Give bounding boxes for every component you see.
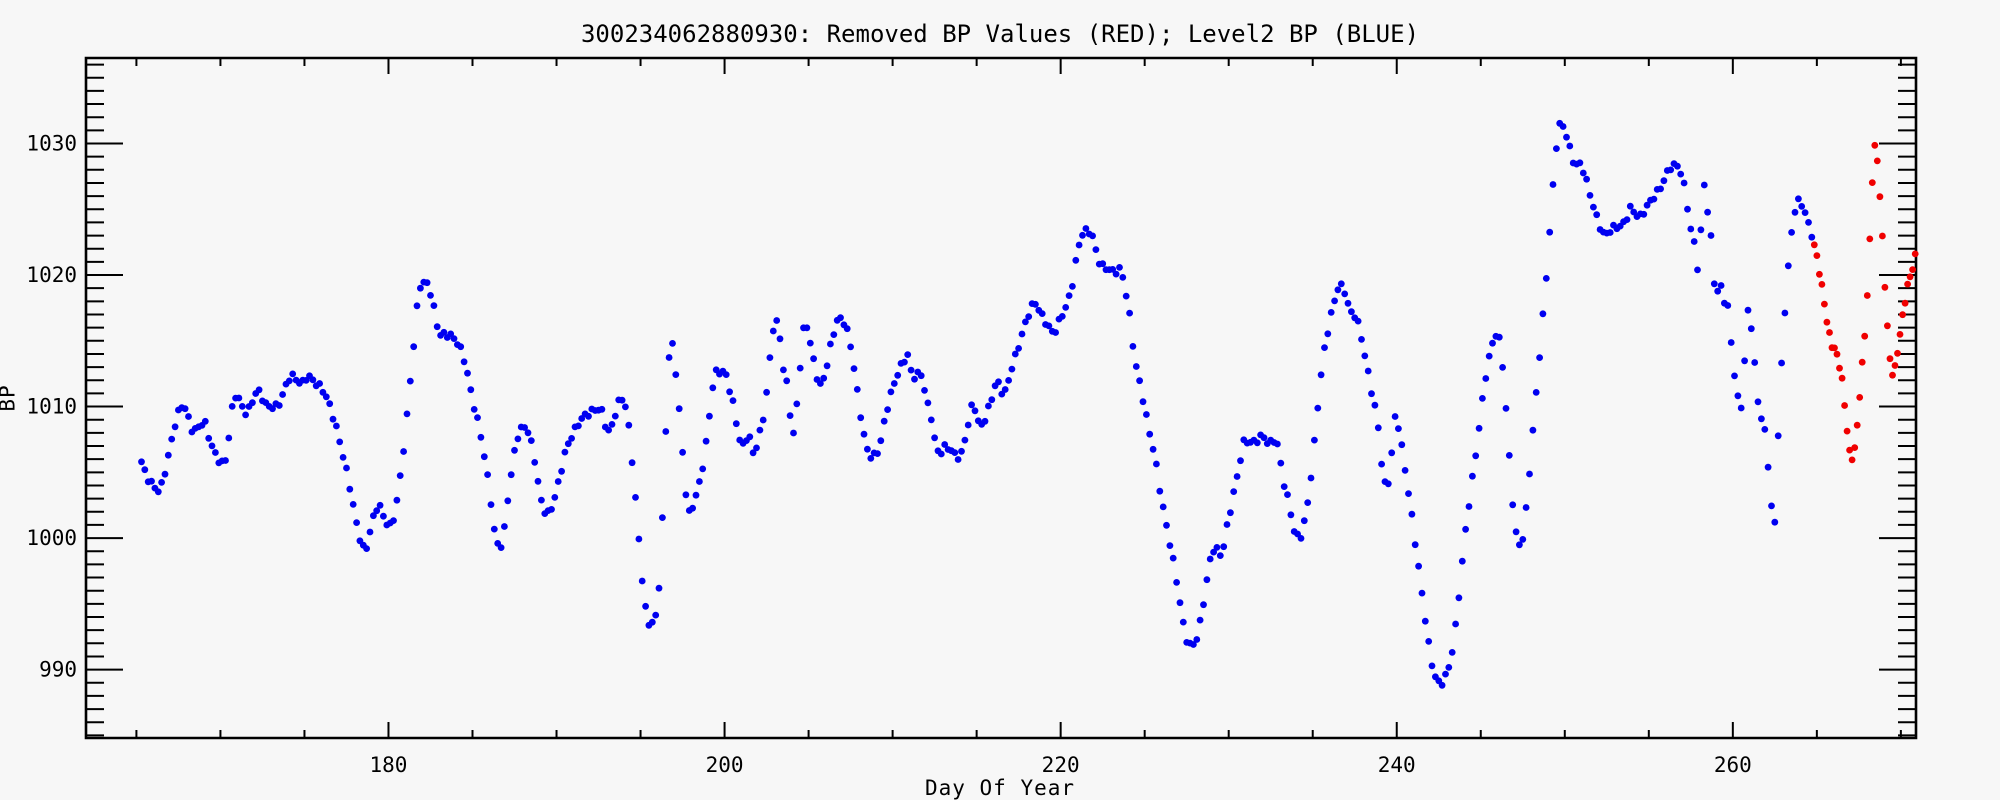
y-tick-label: 1030 [26, 131, 77, 155]
x-tick-labels: 180 200 220 240 260 [370, 753, 1752, 777]
removed-bp-series [1810, 141, 1919, 464]
x-tick-label: 240 [1378, 753, 1416, 777]
x-axis-label: Day Of Year [924, 776, 1076, 800]
y-axis-ticks [86, 63, 1916, 737]
chart-title: 300234062880930: Removed BP Values (RED)… [580, 20, 1420, 48]
y-tick-label: 1000 [26, 526, 77, 550]
level2-bp-series [138, 119, 1816, 689]
y-tick-label: 1020 [26, 263, 77, 287]
y-tick-label: 1010 [26, 395, 77, 419]
x-tick-label: 200 [706, 753, 744, 777]
x-tick-label: 220 [1042, 753, 1080, 777]
axis-box [84, 56, 1918, 740]
x-tick-label: 260 [1714, 753, 1752, 777]
x-tick-label: 180 [370, 753, 408, 777]
y-tick-labels: 990 1000 1010 1020 1030 [26, 131, 77, 681]
y-tick-label: 990 [39, 658, 77, 682]
x-axis-ticks [135, 58, 1902, 738]
